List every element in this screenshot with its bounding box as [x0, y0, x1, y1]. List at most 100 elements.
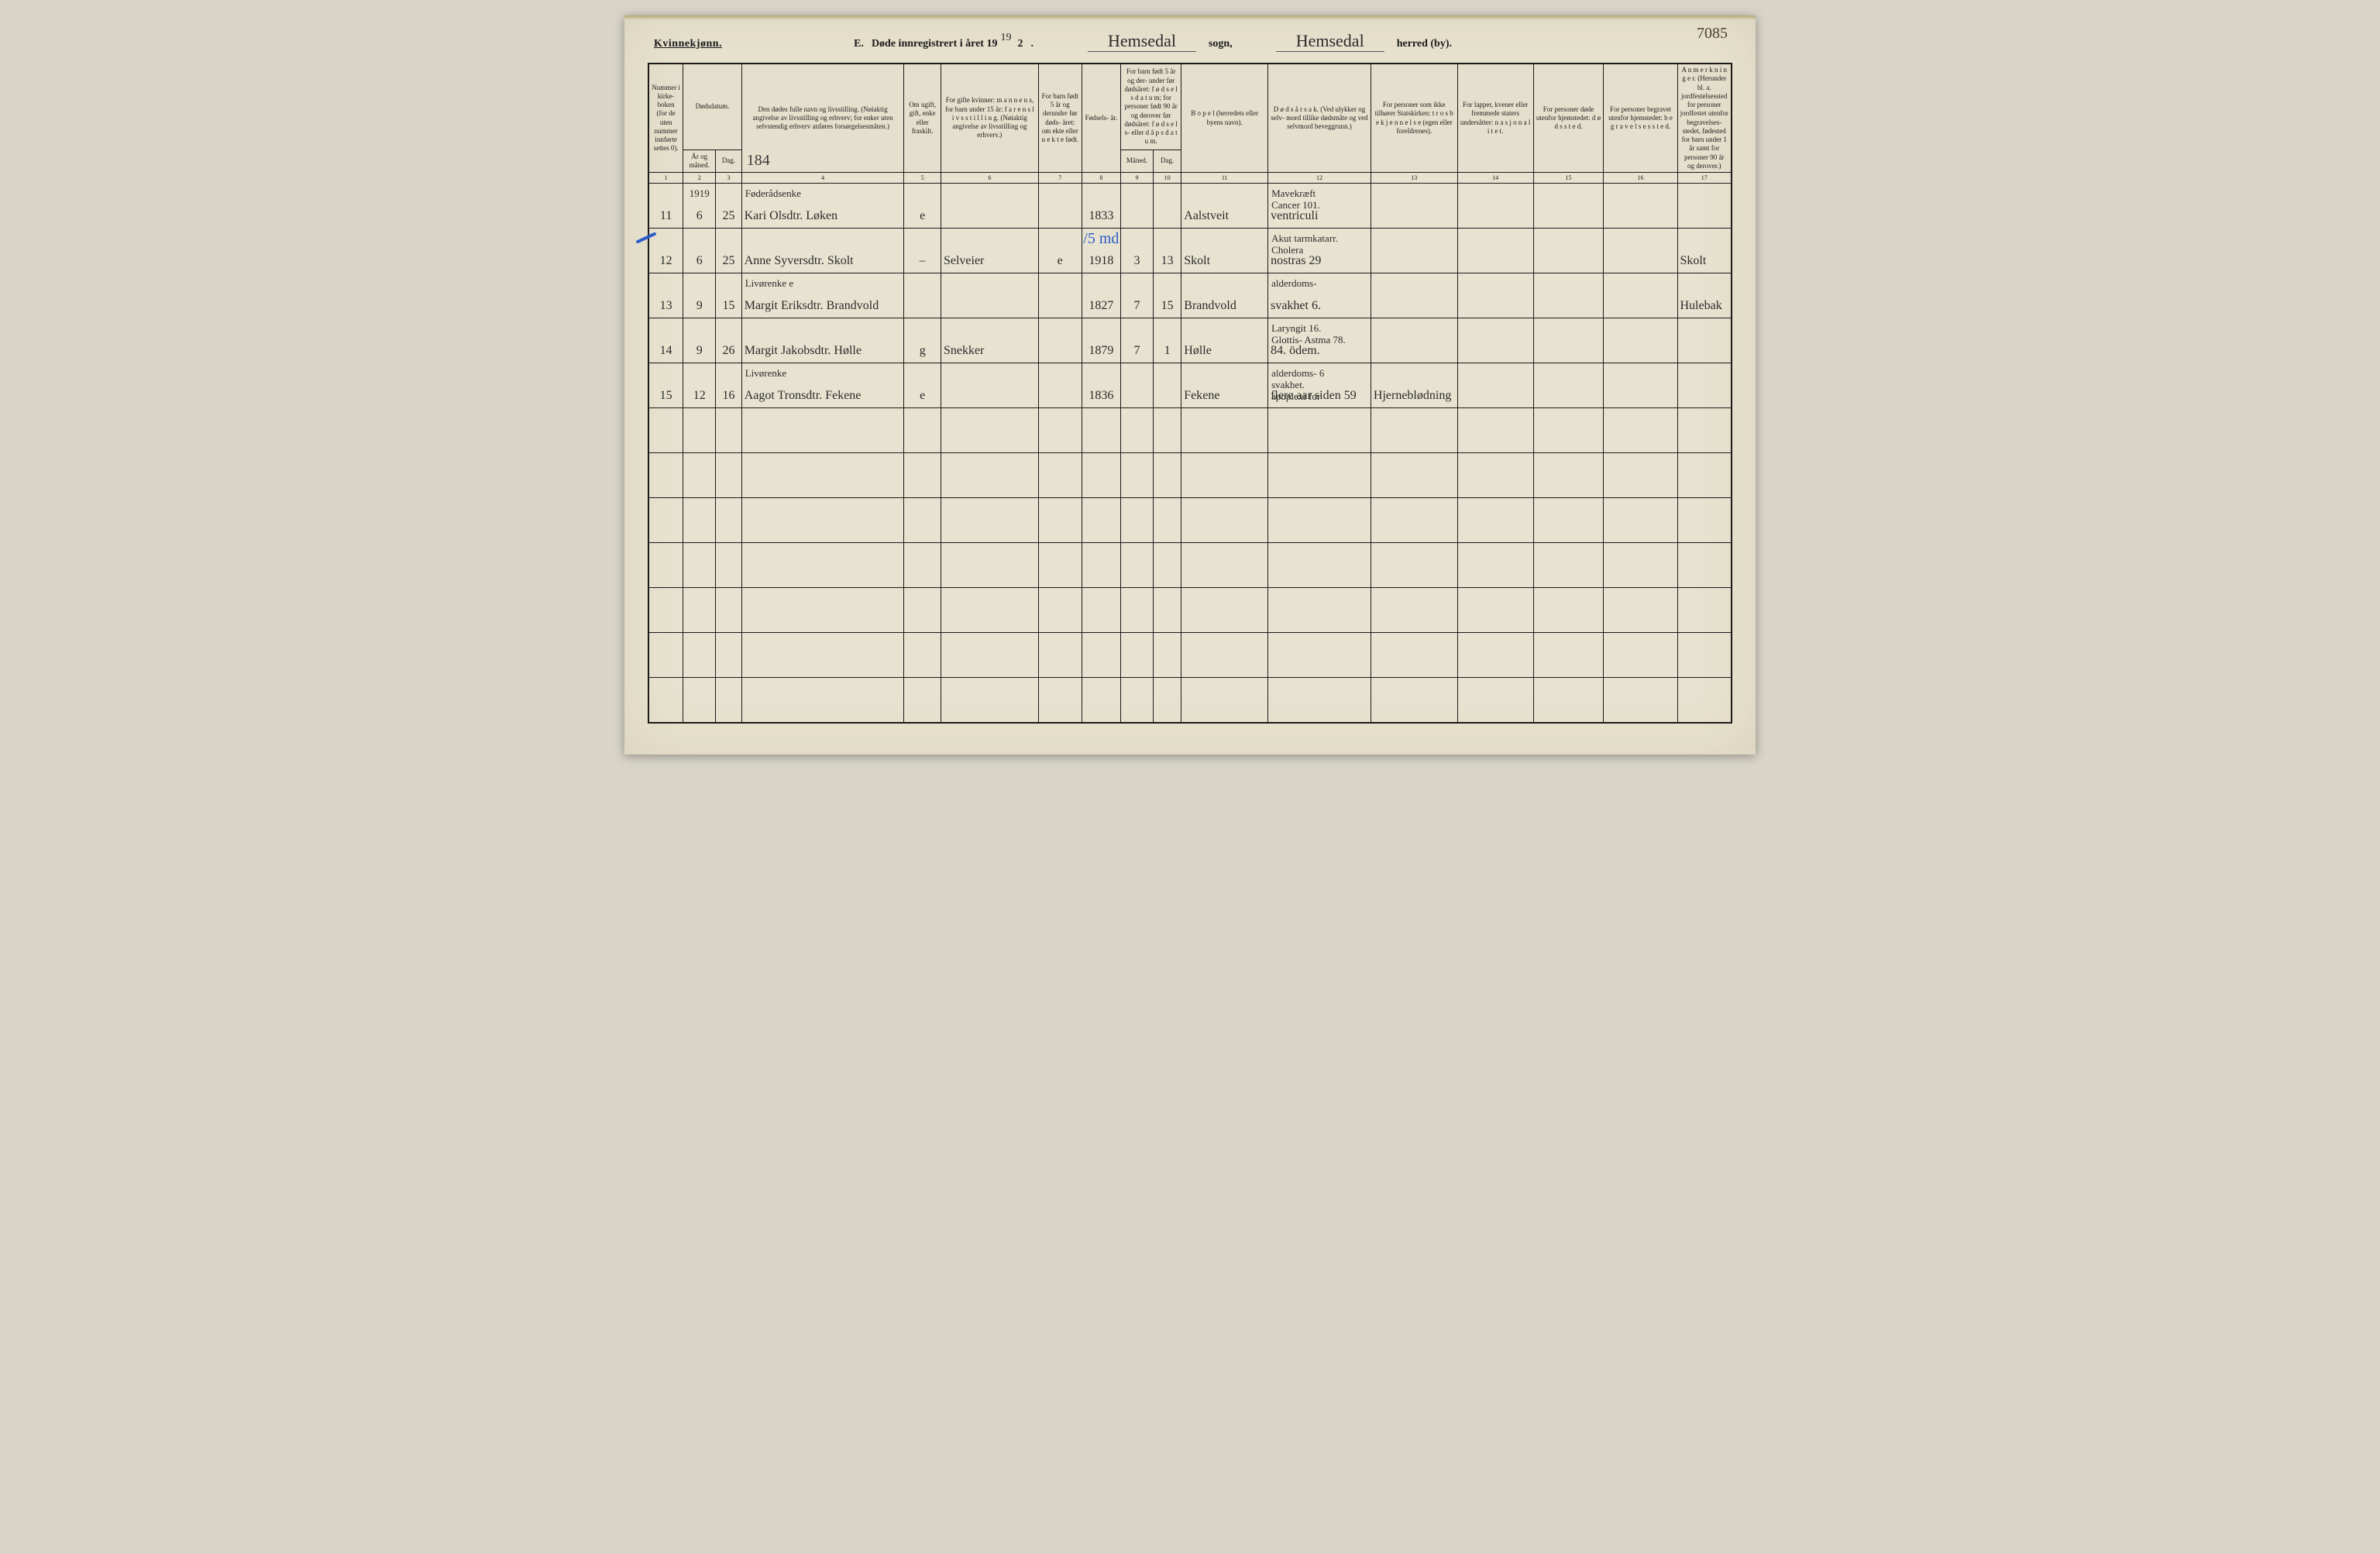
cell: 1836: [1082, 363, 1120, 408]
cell: [683, 498, 716, 543]
cell: [683, 408, 716, 453]
form-letter: E.: [854, 38, 864, 50]
cell: /5 md1918: [1082, 229, 1120, 273]
cell: [1604, 678, 1677, 723]
colnum-cell: 13: [1371, 173, 1457, 184]
th-c16: For personer begravet utenfor hjemstedet…: [1604, 64, 1677, 173]
cell: [683, 588, 716, 633]
cell: [683, 543, 716, 588]
cell: [1604, 588, 1677, 633]
cell: [941, 184, 1038, 229]
table-row: 151216LivørenkeAagot Tronsdtr. Fekenee18…: [648, 363, 1732, 408]
cell: 12: [648, 229, 683, 273]
header-row: Kvinnekjønn. E. Døde innregistrert i åre…: [648, 33, 1732, 52]
colnum-cell: 9: [1120, 173, 1153, 184]
cell: [941, 588, 1038, 633]
cell: [648, 678, 683, 723]
cell: [1120, 184, 1153, 229]
cell: [1082, 678, 1120, 723]
cell: [1457, 363, 1533, 408]
cell: [1457, 318, 1533, 363]
cell: [1371, 273, 1457, 318]
cell: 9: [683, 273, 716, 318]
top-right-annotation: 7085: [1697, 25, 1728, 43]
table-row: [648, 408, 1732, 453]
table-row: 14926Margit Jakobsdtr. HøllegSnekker1879…: [648, 318, 1732, 363]
cell: [1038, 318, 1082, 363]
cell: [648, 408, 683, 453]
cell: [1371, 184, 1457, 229]
cell: 13: [648, 273, 683, 318]
cell: [683, 678, 716, 723]
cell: [1038, 498, 1082, 543]
th-c13: For personer som ikke tilhører Statskirk…: [1371, 64, 1457, 173]
year-handwritten: 19: [1000, 32, 1011, 44]
cell: [1181, 498, 1268, 543]
cell: [904, 273, 941, 318]
year-printed-suffix: 2: [1017, 38, 1023, 50]
cell: [1604, 498, 1677, 543]
cell: [1038, 408, 1082, 453]
cell: alderdoms-svakhet 6.: [1268, 273, 1371, 318]
cell: [716, 543, 742, 588]
cell: [1533, 453, 1604, 498]
table-body: 111919625FøderådsenkeKari Olsdtr. Løkene…: [648, 184, 1732, 723]
cell: [716, 588, 742, 633]
cell: [1153, 408, 1181, 453]
cell: [1120, 453, 1153, 498]
cell: [741, 678, 904, 723]
cell: [1038, 273, 1082, 318]
cell: [1082, 633, 1120, 678]
th-c9: Måned.: [1120, 150, 1153, 173]
colnum-cell: 4: [741, 173, 904, 184]
cell: [1153, 633, 1181, 678]
cell: 25: [716, 184, 742, 229]
cell: g: [904, 318, 941, 363]
cell: [741, 588, 904, 633]
cell: [741, 633, 904, 678]
cell: 9: [683, 318, 716, 363]
cell: [741, 408, 904, 453]
cell: [1533, 184, 1604, 229]
cell: [1153, 678, 1181, 723]
th-c14: For lapper, kvener eller fremmede stater…: [1457, 64, 1533, 173]
cell: [1371, 633, 1457, 678]
cell: [1268, 498, 1371, 543]
cell: [1533, 678, 1604, 723]
th-c1: Nummer i kirke- boken (for de uten numme…: [648, 64, 683, 173]
cell: [648, 453, 683, 498]
th-c8: Fødsels- år.: [1082, 64, 1120, 173]
cell: [1457, 543, 1533, 588]
cell: [1371, 229, 1457, 273]
cell: [1153, 184, 1181, 229]
colnum-cell: 11: [1181, 173, 1268, 184]
colnum-cell: 17: [1677, 173, 1732, 184]
cell: Laryngit 16. Glottis- Astma 78.84. ödem.: [1268, 318, 1371, 363]
table-row: 111919625FøderådsenkeKari Olsdtr. Løkene…: [648, 184, 1732, 229]
cell: [1604, 408, 1677, 453]
cell: [1457, 678, 1533, 723]
cell: LivørenkeAagot Tronsdtr. Fekene: [741, 363, 904, 408]
cell: 1: [1153, 318, 1181, 363]
blue-mark-icon: [635, 232, 656, 243]
cell: [1457, 453, 1533, 498]
table-row: 12625Anne Syversdtr. Skolt–Selveiere/5 m…: [648, 229, 1732, 273]
sogn-label: sogn,: [1209, 38, 1233, 50]
cell: [1153, 498, 1181, 543]
cell: [1677, 588, 1732, 633]
cell: [648, 633, 683, 678]
cell: [941, 453, 1038, 498]
cell: Brandvold: [1181, 273, 1268, 318]
cell: [1371, 318, 1457, 363]
form-title-prefix: Døde innregistrert i året 19: [872, 38, 998, 50]
cell: [1153, 543, 1181, 588]
cell: 26: [716, 318, 742, 363]
ledger-table: Nummer i kirke- boken (for de uten numme…: [648, 63, 1732, 724]
cell: [1268, 408, 1371, 453]
colnum-cell: 15: [1533, 173, 1604, 184]
cell: Livørenke eMargit Eriksdtr. Brandvold: [741, 273, 904, 318]
cell: e: [904, 363, 941, 408]
herred-value: Hemsedal: [1276, 33, 1384, 52]
cell: [716, 453, 742, 498]
colnum-cell: 16: [1604, 173, 1677, 184]
